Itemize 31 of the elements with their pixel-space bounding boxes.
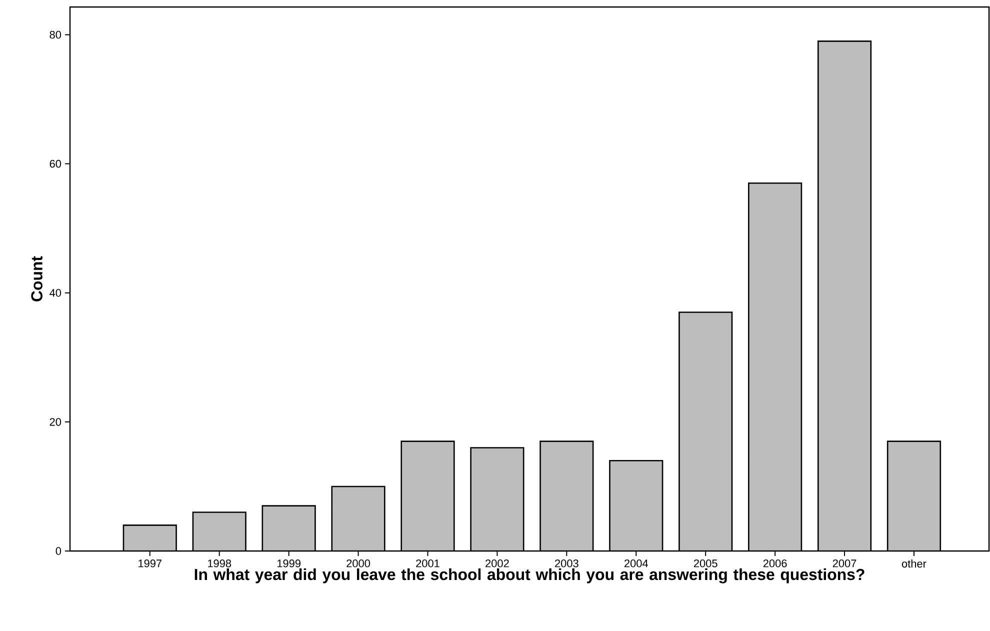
- y-tick-label: 40: [50, 289, 62, 297]
- x-tick-label: 2002: [486, 560, 509, 568]
- bar: [540, 441, 594, 551]
- x-tick-label: 1998: [208, 560, 232, 568]
- x-tick-label: 2005: [694, 560, 718, 568]
- x-tick-label: 2007: [832, 560, 856, 568]
- x-tick-label: 2000: [346, 560, 370, 568]
- x-tick-label: 2006: [763, 560, 787, 568]
- x-tick-label: 1997: [138, 560, 162, 568]
- x-tick-label: other: [902, 560, 926, 568]
- bar: [610, 460, 663, 551]
- bar: [818, 41, 871, 551]
- bar: [470, 448, 524, 551]
- x-tick-label: 1999: [277, 560, 300, 568]
- bar: [262, 506, 316, 551]
- bar: [123, 525, 176, 551]
- bar: [679, 312, 732, 551]
- x-axis-title: In what year did you leave the school about which you are answering these questions?: [194, 568, 864, 584]
- y-tick-label: 20: [50, 418, 62, 426]
- bar: [748, 183, 802, 551]
- y-tick-label: 60: [50, 160, 62, 168]
- x-tick-label: 2003: [555, 560, 578, 568]
- x-tick-label: 2001: [416, 560, 440, 568]
- bar: [332, 486, 385, 551]
- bar: [886, 440, 942, 551]
- bar: [401, 441, 454, 551]
- x-tick-label: 2004: [624, 560, 648, 568]
- y-tick-label: 80: [50, 30, 62, 39]
- y-tick-label: 0: [56, 547, 62, 555]
- bar: [192, 512, 246, 551]
- y-axis-title: Count: [31, 256, 42, 302]
